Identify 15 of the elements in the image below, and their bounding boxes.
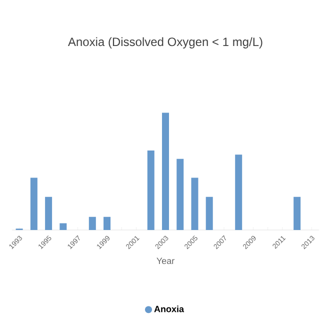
bar [45,196,52,230]
bar [30,178,38,230]
legend-label: Anoxia [154,306,184,312]
bar [176,158,184,230]
bar [191,178,198,230]
bar [60,223,67,230]
bar [294,196,301,230]
bar [104,216,111,230]
bar [147,150,154,230]
chart-title: Anoxia (Dissolved Oxygen < 1 mg/L) [68,37,262,48]
x-axis-title: Year [156,258,174,264]
bar [162,112,169,230]
bar [235,154,242,230]
bar [88,216,96,230]
bar [206,196,213,230]
